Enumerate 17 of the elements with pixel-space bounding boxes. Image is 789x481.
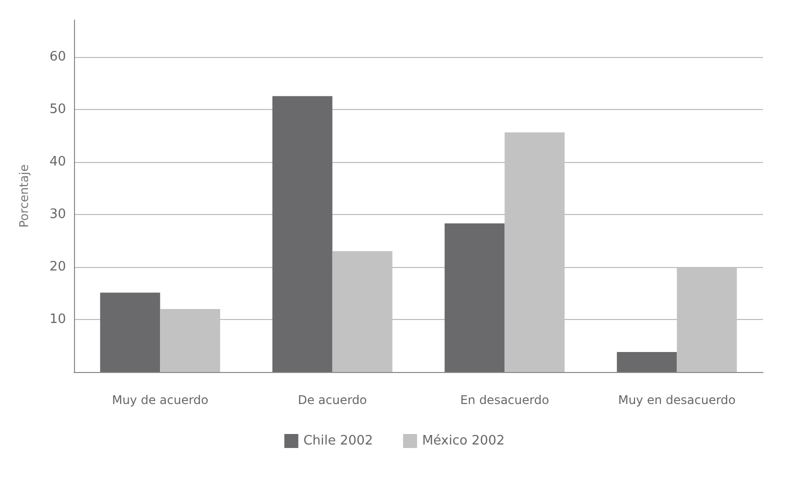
- y-tick-label: 20: [49, 259, 66, 274]
- x-tick-label: De acuerdo: [298, 393, 367, 407]
- y-tick-label: 30: [49, 206, 66, 222]
- y-tick-label: 40: [49, 154, 66, 170]
- x-tick-label: Muy en desacuerdo: [618, 393, 736, 407]
- y-tick-label: 60: [49, 49, 66, 64]
- y-axis-title: Porcentaje: [17, 164, 31, 228]
- bar: [616, 352, 677, 372]
- legend-label: Chile 2002: [303, 434, 374, 448]
- y-tick-label: 10: [49, 312, 66, 327]
- y-tick-label: 50: [49, 102, 66, 117]
- x-tick-label: Muy de acuerdo: [112, 393, 208, 407]
- bar: [272, 96, 332, 372]
- bar: [100, 292, 160, 372]
- x-tick-label: En desacuerdo: [460, 393, 550, 407]
- legend-label: México 2002: [422, 434, 505, 448]
- bar: [444, 223, 505, 372]
